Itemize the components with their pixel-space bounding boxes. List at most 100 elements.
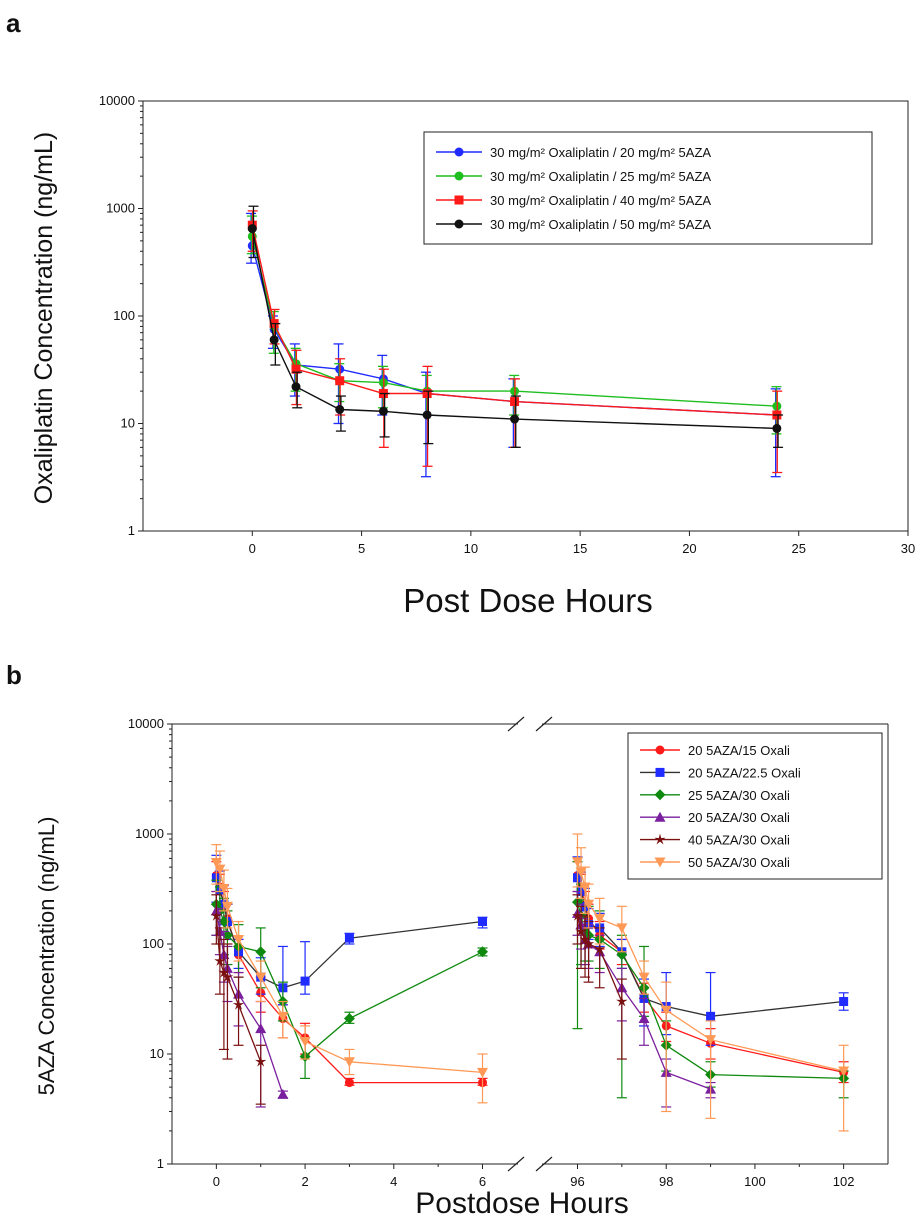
data-point — [214, 955, 226, 966]
panel-b-label: b — [6, 660, 22, 690]
panel-b-y-tick-label: 1 — [157, 1156, 164, 1171]
data-point — [221, 901, 233, 912]
data-point — [616, 995, 628, 1007]
data-point — [638, 972, 650, 983]
data-point — [660, 1005, 672, 1016]
panel-a-x-tick-label: 0 — [249, 541, 256, 556]
panel-a-axes: 1 10 100 1000 10000 0 5 10 15 20 25 30 — [99, 93, 915, 556]
panel-b-x-tick-label: 100 — [744, 1174, 766, 1189]
panel-a-y-axis-label: Oxaliplatin Concentration (ng/mL) — [30, 132, 58, 504]
data-point — [218, 966, 230, 978]
data-point — [291, 382, 301, 392]
panel-a-y-tick-label: 1000 — [106, 201, 135, 216]
series-line — [215, 877, 483, 989]
data-point — [772, 423, 782, 433]
legend-label-50-5aza-30-oxali: 50 5AZA/30 Oxali — [688, 855, 790, 870]
panel-a-y-tick-label: 100 — [113, 308, 135, 323]
data-point — [422, 389, 432, 399]
panel-b-y-axis-label: 5AZA Concentration (ng/mL) — [34, 817, 59, 1096]
panel-a-x-tick-label: 25 — [791, 541, 805, 556]
legend-label-30-mg-m-oxaliplatin-50-mg-m-5aza: 30 mg/m² Oxaliplatin / 50 mg/m² 5AZA — [490, 217, 711, 232]
panel-a-series-3 — [247, 210, 783, 474]
panel-a-x-tick-label: 20 — [682, 541, 696, 556]
panel-b-chart: 1 10 100 1000 10000 0 2 4 6 96 98 100 102 20 5AZA/15… — [34, 716, 889, 1220]
data-point — [277, 1011, 289, 1022]
data-point — [210, 858, 222, 869]
data-point — [477, 946, 489, 958]
legend-swatch-marker — [655, 767, 665, 777]
data-point — [343, 1057, 355, 1068]
data-point — [343, 1013, 355, 1025]
data-point — [255, 1055, 267, 1067]
axis-break-mark — [507, 1156, 525, 1172]
legend-label-40-5aza-30-oxali: 40 5AZA/30 Oxali — [688, 833, 790, 848]
data-point — [706, 1011, 716, 1021]
legend-swatch-marker — [654, 811, 666, 822]
data-point — [221, 971, 234, 982]
panel-a-x-axis-label: Post Dose Hours — [403, 582, 652, 619]
panel-a-legend: 30 mg/m² Oxaliplatin / 20 mg/m² 5AZA 30 m… — [423, 131, 873, 245]
axis-break-mark — [507, 716, 525, 732]
data-point — [255, 946, 267, 958]
panel-a-y-tick-label: 10000 — [99, 93, 135, 108]
panel-a-x-tick-label: 5 — [358, 541, 365, 556]
legend-label-20-5aza-30-oxali: 20 5AZA/30 Oxali — [688, 810, 790, 825]
legend-label-30-mg-m-oxaliplatin-20-mg-m-5aza: 30 mg/m² Oxaliplatin / 20 mg/m² 5AZA — [490, 145, 711, 160]
axis-break-mark — [535, 1156, 553, 1172]
data-point — [579, 933, 591, 945]
panel-b-x-tick-label: 0 — [213, 1174, 220, 1189]
panel-b-x-axis-label: Postdose Hours — [415, 1187, 628, 1220]
axis-break-mark — [535, 716, 553, 732]
data-point — [478, 917, 488, 927]
data-point — [477, 1067, 489, 1078]
panel-a-series-1 — [246, 212, 782, 478]
data-point — [616, 923, 628, 934]
data-point — [291, 364, 301, 374]
data-point — [575, 925, 587, 937]
panel-b-y-tick-label: 10 — [150, 1046, 164, 1061]
series-line — [215, 903, 483, 1058]
data-point — [299, 1036, 311, 1047]
data-point — [335, 404, 345, 414]
panel-b-y-tick-label: 1000 — [135, 826, 164, 841]
panel-a-y-tick-label: 1 — [128, 523, 135, 538]
data-point — [838, 1066, 850, 1077]
data-point — [579, 882, 591, 893]
data-point — [839, 997, 849, 1007]
panel-a-legend-box — [423, 131, 873, 245]
panel-b-x-tick-label: 6 — [479, 1174, 486, 1189]
data-point — [583, 899, 595, 910]
panel-b-x-tick-label: 2 — [301, 1174, 308, 1189]
data-point — [378, 406, 388, 416]
legend-label-20-5aza-22-5-oxali: 20 5AZA/22.5 Oxali — [688, 765, 801, 780]
data-point — [277, 1088, 289, 1099]
data-point — [594, 914, 606, 925]
data-point — [269, 335, 279, 345]
data-point — [233, 934, 245, 945]
panel-b-series-2 — [211, 854, 849, 1046]
panel-a-series — [246, 205, 784, 478]
panel-b-x-tick-label: 4 — [390, 1174, 397, 1189]
panel-b-y-tick-label: 10000 — [128, 716, 164, 731]
data-point — [255, 1023, 267, 1034]
panel-b-series — [210, 833, 850, 1132]
legend-swatch-marker — [654, 833, 666, 845]
data-point — [575, 867, 587, 878]
data-point — [300, 976, 310, 986]
legend-swatch-marker — [454, 147, 464, 157]
data-point — [638, 1013, 650, 1024]
panel-a-y-tick-label: 10 — [121, 416, 135, 431]
data-point — [335, 376, 345, 386]
panel-a-chart: 1 10 100 1000 10000 0 5 10 15 20 25 30 30 mg/m² Oxa… — [30, 93, 915, 619]
panel-a-x-tick-label: 15 — [573, 541, 587, 556]
panel-b-x-tick-label: 102 — [833, 1174, 855, 1189]
data-point — [594, 943, 606, 954]
data-point — [510, 414, 520, 424]
panel-b-legend-box — [627, 732, 883, 880]
data-point — [571, 857, 583, 868]
legend-swatch-marker — [655, 745, 665, 755]
data-point — [571, 909, 584, 921]
series-line — [576, 861, 844, 1072]
panel-b-y-tick-label: 100 — [142, 936, 164, 951]
